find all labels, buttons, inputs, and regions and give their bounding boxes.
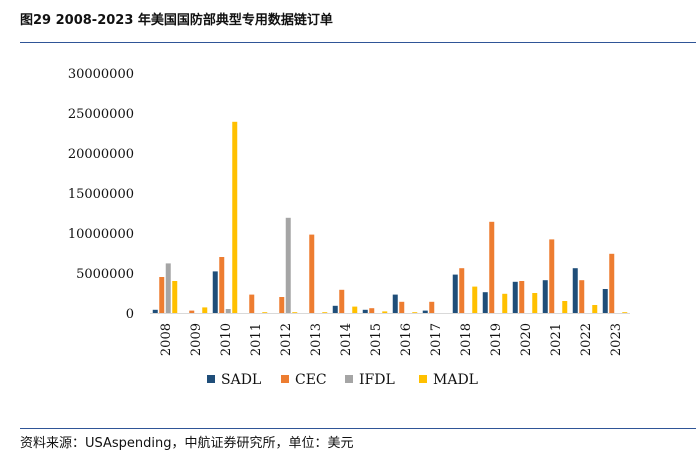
bar-cec-2023 — [609, 253, 615, 313]
x-tick-label: 2019 — [489, 323, 504, 356]
bar-madl-2016 — [412, 312, 418, 313]
bar-cec-2018 — [459, 268, 465, 313]
x-tick-label: 2014 — [339, 323, 354, 356]
legend-label-madl: MADL — [433, 372, 478, 388]
legend: SADL CEC IFDL MADL — [207, 372, 478, 388]
chart-title: 图29 2008-2023 年美国国防部典型专用数据链订单 — [20, 13, 333, 28]
bar-ifdl-2008 — [165, 263, 171, 313]
x-axis: 2008 2009 2010 2011 2012 2013 2014 2015 2016 2017… — [150, 313, 630, 356]
legend-label-cec: CEC — [295, 372, 327, 388]
bar-sadl-2021 — [542, 280, 548, 313]
x-tick-label: 2012 — [279, 323, 294, 356]
x-tick-label: 2023 — [609, 323, 624, 356]
bars — [152, 121, 628, 313]
bar-madl-2023 — [622, 312, 628, 313]
x-tick-label: 2015 — [369, 323, 384, 356]
bar-cec-2013 — [309, 234, 315, 313]
x-tick-label: 2017 — [429, 323, 444, 356]
legend-swatch-cec — [281, 375, 289, 383]
y-tick-label: 10000000 — [68, 227, 134, 242]
bar-cec-2009 — [189, 310, 195, 313]
bar-sadl-2019 — [482, 292, 488, 313]
x-tick-label: 2016 — [399, 323, 414, 356]
y-tick-label: 0 — [126, 307, 134, 322]
x-tick-label: 2022 — [579, 323, 594, 356]
bar-ifdl-2010 — [225, 309, 231, 313]
y-tick-label: 20000000 — [68, 147, 134, 162]
title-divider — [20, 42, 696, 43]
source-note: 资料来源：USAspending，中航证券研究所，单位：美元 — [20, 436, 354, 451]
x-tick-label: 2010 — [219, 323, 234, 356]
bar-sadl-2010 — [212, 271, 218, 313]
bar-sadl-2018 — [452, 274, 458, 313]
bar-chart: 0 5000000 10000000 15000000 20000000 25000000… — [68, 67, 630, 388]
bar-cec-2015 — [369, 308, 375, 313]
bar-sadl-2017 — [422, 310, 428, 313]
x-tick-label: 2018 — [459, 323, 474, 356]
y-tick-label: 5000000 — [76, 267, 134, 282]
bar-cec-2010 — [219, 257, 225, 313]
bar-sadl-2020 — [512, 281, 518, 313]
bar-sadl-2016 — [392, 294, 398, 313]
bar-madl-2020 — [532, 293, 538, 313]
bar-cec-2019 — [489, 221, 495, 313]
bar-madl-2022 — [592, 305, 598, 313]
bar-madl-2021 — [562, 301, 568, 313]
bar-madl-2010 — [232, 121, 238, 313]
bar-madl-2014 — [352, 306, 358, 313]
bar-sadl-2014 — [332, 305, 338, 313]
legend-label-sadl: SADL — [221, 372, 261, 388]
bar-cec-2011 — [249, 294, 255, 313]
bar-cec-2022 — [579, 280, 585, 313]
bar-cec-2017 — [429, 301, 435, 313]
bar-ifdl-2012 — [285, 217, 291, 313]
bar-madl-2012 — [292, 312, 298, 313]
bar-sadl-2023 — [602, 289, 608, 313]
bar-cec-2020 — [519, 281, 525, 313]
legend-swatch-sadl — [207, 375, 215, 383]
legend-swatch-ifdl — [345, 375, 353, 383]
x-tick-label: 2020 — [519, 323, 534, 356]
bar-madl-2009 — [202, 307, 208, 313]
y-tick-label: 30000000 — [68, 67, 134, 82]
x-tick-label: 2009 — [189, 323, 204, 356]
x-tick-label: 2008 — [159, 323, 174, 356]
legend-label-ifdl: IFDL — [359, 372, 395, 388]
bar-madl-2018 — [472, 286, 478, 313]
bar-cec-2012 — [279, 297, 285, 313]
bar-madl-2013 — [322, 312, 328, 313]
source-divider — [20, 428, 696, 429]
y-tick-label: 25000000 — [68, 107, 134, 122]
x-tick-label: 2011 — [249, 323, 264, 356]
bar-madl-2011 — [262, 312, 268, 313]
x-tick-label: 2013 — [309, 323, 324, 356]
bar-cec-2016 — [399, 301, 405, 313]
bar-madl-2015 — [382, 311, 388, 313]
bar-sadl-2015 — [362, 309, 368, 313]
bar-cec-2014 — [339, 289, 345, 313]
y-tick-label: 15000000 — [68, 187, 134, 202]
bar-sadl-2022 — [572, 268, 578, 313]
bar-sadl-2008 — [152, 309, 158, 313]
x-tick-label: 2021 — [549, 323, 564, 356]
bar-madl-2019 — [502, 293, 508, 313]
bar-madl-2008 — [172, 281, 178, 313]
legend-swatch-madl — [419, 375, 427, 383]
y-axis: 0 5000000 10000000 15000000 20000000 25000000… — [68, 67, 134, 322]
bar-cec-2021 — [549, 239, 555, 313]
bar-cec-2008 — [159, 277, 165, 313]
